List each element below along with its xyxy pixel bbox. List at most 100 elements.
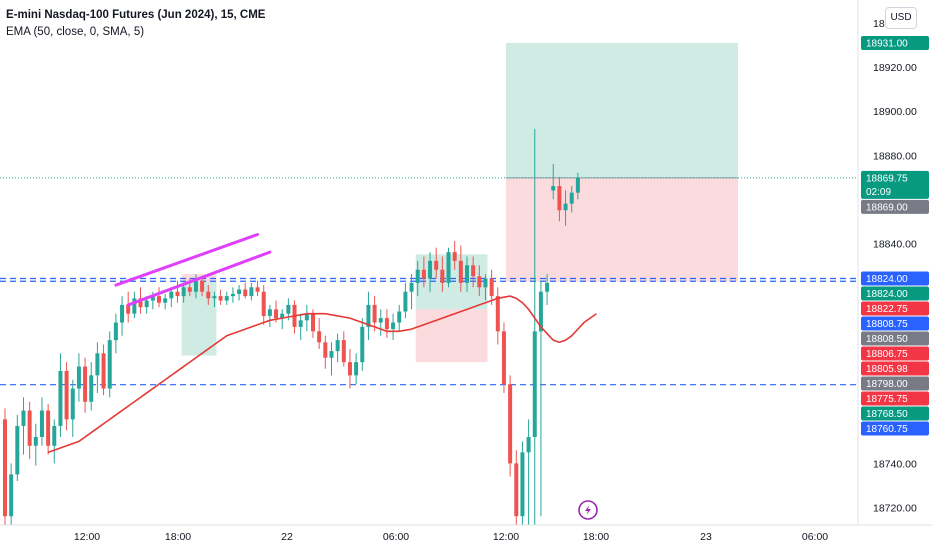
price-tag-label: 18808.50 bbox=[866, 334, 908, 345]
candle-body bbox=[126, 304, 131, 314]
price-tag-label: 18869.00 bbox=[866, 202, 908, 213]
candle-body bbox=[169, 291, 174, 299]
candle-body bbox=[354, 362, 359, 376]
candle-body bbox=[372, 304, 377, 323]
candle-body bbox=[378, 318, 383, 323]
candle-body bbox=[101, 353, 106, 389]
candle-body bbox=[545, 282, 550, 292]
candle-body bbox=[538, 291, 543, 332]
candle-body bbox=[193, 280, 198, 292]
candle-body bbox=[483, 278, 488, 288]
ema-line[interactable] bbox=[47, 295, 597, 454]
price-tag bbox=[861, 391, 929, 406]
position-profit-zone[interactable] bbox=[181, 281, 217, 356]
position-loss-zone[interactable] bbox=[415, 309, 488, 363]
price-tag bbox=[861, 421, 929, 436]
candle-body bbox=[230, 293, 235, 297]
price-tag-label: 18931.00 bbox=[866, 39, 908, 50]
candle-body bbox=[563, 203, 568, 211]
candle-body bbox=[95, 353, 100, 376]
candle-body bbox=[181, 287, 186, 297]
lightning-icon[interactable] bbox=[578, 500, 598, 520]
candle-body bbox=[575, 177, 580, 193]
candle-body bbox=[341, 340, 346, 363]
candle-body bbox=[403, 291, 408, 312]
candle-body bbox=[551, 186, 556, 191]
candle-body bbox=[58, 370, 63, 426]
trend-channel-line[interactable] bbox=[126, 250, 272, 307]
candle-body bbox=[347, 362, 352, 376]
long-position-stop-zone[interactable] bbox=[505, 177, 738, 282]
time-axis-label: 23 bbox=[700, 531, 712, 543]
candle-body bbox=[15, 425, 20, 475]
candle-body bbox=[218, 296, 223, 301]
candle-body bbox=[514, 463, 519, 517]
price-tag-label: 18808.75 bbox=[866, 319, 908, 330]
candle-body bbox=[434, 260, 439, 270]
price-tag-label: 18805.98 bbox=[866, 364, 908, 375]
price-tag bbox=[861, 331, 929, 346]
time-axis-label: 18:00 bbox=[583, 531, 609, 543]
price-tag-label: 18869.75 bbox=[866, 173, 908, 184]
candle-body bbox=[21, 410, 26, 426]
candle-body bbox=[520, 452, 525, 517]
trend-channel-line[interactable] bbox=[114, 232, 260, 287]
candle-body bbox=[508, 384, 513, 464]
candle-body bbox=[9, 474, 14, 517]
candle-body bbox=[200, 280, 205, 292]
candle-body bbox=[409, 282, 414, 292]
candle-body bbox=[212, 296, 217, 299]
candle-body bbox=[46, 410, 51, 446]
candle-body bbox=[175, 291, 180, 297]
candle-body bbox=[477, 276, 482, 288]
candle-body bbox=[489, 278, 494, 297]
candle-body bbox=[304, 313, 309, 321]
price-tag bbox=[861, 316, 929, 331]
price-axis-label: 18880.00 bbox=[873, 150, 917, 162]
candle-body bbox=[397, 311, 402, 323]
price-tag bbox=[861, 170, 929, 199]
candle-body bbox=[323, 342, 328, 358]
candle-body bbox=[428, 260, 433, 279]
candle-body bbox=[138, 298, 143, 308]
candle-body bbox=[415, 269, 420, 283]
time-axis-label: 06:00 bbox=[383, 531, 409, 543]
candle-body bbox=[557, 186, 562, 211]
price-tag bbox=[861, 376, 929, 391]
indicator-legend[interactable]: EMA (50, close, 0, SMA, 5) bbox=[6, 26, 145, 38]
candle-body bbox=[452, 252, 457, 261]
long-position-target-zone[interactable] bbox=[505, 43, 738, 178]
price-tag-label: 18806.75 bbox=[866, 349, 908, 360]
time-axis-label: 18:00 bbox=[165, 531, 191, 543]
candle-body bbox=[243, 289, 248, 297]
price-tag-label: 18768.50 bbox=[866, 409, 908, 420]
candle-body bbox=[274, 309, 279, 319]
candle-body bbox=[89, 375, 94, 402]
price-axis-label: 18720.00 bbox=[873, 502, 917, 514]
price-axis-label: 18740.00 bbox=[873, 458, 917, 470]
candle-body bbox=[280, 313, 285, 319]
price-tag-label: 18822.75 bbox=[866, 304, 908, 315]
currency-button[interactable]: USD bbox=[885, 7, 917, 29]
price-tag-label: 18775.75 bbox=[866, 394, 908, 405]
candle-body bbox=[526, 436, 531, 453]
candle-body bbox=[224, 296, 229, 301]
time-axis-label: 06:00 bbox=[802, 531, 828, 543]
candle-body bbox=[317, 331, 322, 343]
candle-body bbox=[329, 351, 334, 358]
candle-body bbox=[144, 300, 149, 308]
candle-body bbox=[286, 304, 291, 314]
price-tag bbox=[861, 36, 929, 51]
price-axis-label: 18920.00 bbox=[873, 62, 917, 74]
price-axis-label: 18900.00 bbox=[873, 106, 917, 118]
candle-body bbox=[132, 298, 137, 314]
candle-body bbox=[39, 410, 44, 437]
candle-body bbox=[150, 296, 155, 301]
candle-body bbox=[569, 192, 574, 204]
time-axis-label: 12:00 bbox=[493, 531, 519, 543]
candle-body bbox=[187, 287, 192, 292]
candle-body bbox=[360, 326, 365, 363]
candle-body bbox=[70, 388, 75, 420]
price-tag bbox=[861, 286, 929, 301]
